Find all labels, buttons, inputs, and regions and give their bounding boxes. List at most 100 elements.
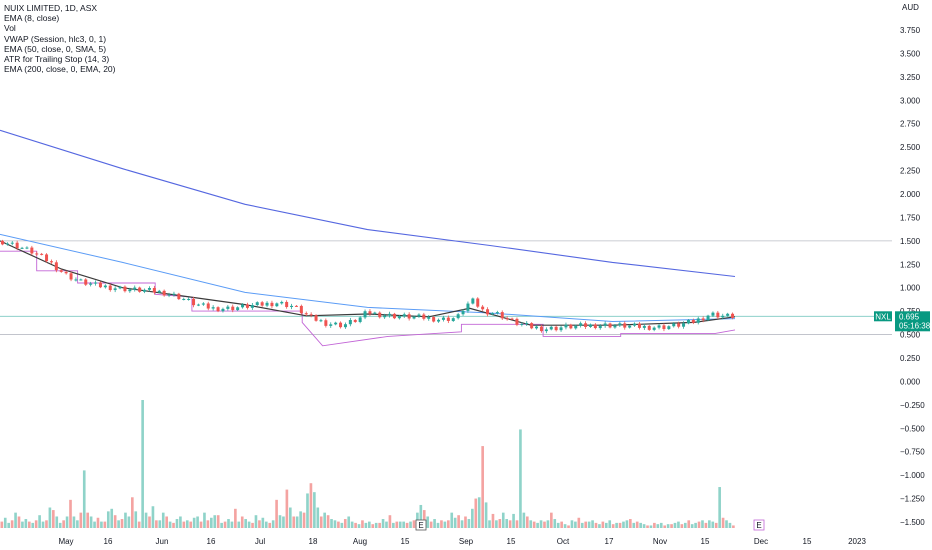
volume-bar — [137, 521, 141, 528]
volume-bar — [258, 520, 261, 528]
candle-body — [437, 319, 441, 322]
ema200-line — [0, 129, 736, 278]
symbol-label: NXL — [875, 312, 891, 321]
candle-body — [108, 285, 112, 291]
x-tick-label: Oct — [557, 537, 570, 546]
candle-body — [682, 323, 686, 327]
volume-bar — [106, 511, 110, 528]
candle-body — [5, 243, 9, 245]
candle-body — [564, 324, 568, 328]
volume-bar — [505, 519, 509, 528]
volume-bar — [522, 512, 526, 528]
volume-bar — [440, 520, 443, 528]
candle-body — [250, 305, 254, 308]
candle-body — [280, 301, 284, 304]
chart-title[interactable]: NUIX LIMITED, 1D, ASX — [4, 3, 98, 13]
volume-bar — [419, 504, 423, 528]
candle-body — [172, 293, 176, 295]
volume-bar — [450, 512, 454, 528]
legend-ema200[interactable]: EMA (200, close, 0, EMA, 20) — [4, 64, 116, 75]
symbol-tag — [874, 311, 892, 322]
candle-body — [667, 326, 671, 330]
candle-body — [103, 285, 107, 288]
volume-bar — [378, 522, 381, 528]
volume-bar — [536, 522, 539, 528]
candle-body — [123, 286, 127, 292]
volume-bar — [148, 516, 151, 528]
volume-bar — [471, 508, 474, 528]
candle-body — [432, 317, 436, 322]
volume-bar — [570, 520, 574, 528]
volume-bar — [247, 521, 251, 528]
candle-body — [388, 313, 392, 316]
x-tick-label: May — [58, 537, 73, 546]
candle-body — [299, 305, 303, 314]
candle-body — [520, 323, 524, 325]
volume-bar — [615, 522, 618, 528]
volume-bar — [484, 502, 488, 528]
x-tick-label: Sep — [459, 537, 474, 546]
candle-body — [535, 326, 539, 329]
candle-body — [584, 323, 588, 327]
candle-body — [490, 313, 494, 315]
candle-body — [500, 312, 504, 319]
candle-body — [89, 283, 93, 285]
candle-body — [353, 319, 357, 322]
legend-vwap[interactable]: VWAP (Session, hlc3, 0, 1) — [4, 33, 107, 44]
legend-ema50[interactable]: EMA (50, close, 0, SMA, 5) — [4, 43, 107, 54]
candle-body — [711, 312, 715, 316]
volume-bar — [182, 521, 186, 528]
volume-bar — [460, 520, 464, 528]
volume-bar — [560, 521, 563, 528]
candle-body — [397, 316, 401, 319]
volume-bar — [556, 522, 560, 528]
candle-body — [265, 302, 269, 306]
candle-body — [59, 270, 63, 272]
volume-bar — [179, 516, 182, 528]
volume-bar — [677, 521, 680, 528]
volume-bar — [591, 520, 594, 528]
chart-legend: NUIX LIMITED, 1D, ASX EMA (8, close) Vol… — [4, 3, 116, 74]
legend-atr[interactable]: ATR for Trailing Stop (14, 3) — [4, 54, 110, 65]
volume-bar — [282, 516, 285, 528]
volume-bar — [76, 520, 79, 528]
candle-body — [74, 279, 78, 281]
candle-body — [637, 323, 641, 328]
candle-body — [270, 302, 274, 307]
volume-bar — [488, 520, 491, 528]
volume-bar — [673, 522, 677, 528]
candle-body — [118, 286, 122, 289]
volume-bar — [395, 521, 399, 528]
volume-bar — [172, 522, 175, 528]
volume-bar — [553, 519, 557, 528]
y-tick-label: 1.500 — [900, 237, 921, 246]
candle-body — [373, 312, 377, 314]
legend-vol[interactable]: Vol — [4, 23, 16, 34]
price-axis — [892, 0, 932, 550]
candle-body — [231, 306, 235, 311]
candle-body — [510, 318, 514, 320]
candle-body — [206, 303, 210, 309]
volume-bar — [141, 400, 144, 528]
candle-body — [461, 310, 465, 315]
candle-body — [481, 306, 485, 310]
volume-bar — [464, 516, 467, 528]
volume-bar — [398, 521, 402, 528]
volume-bar — [234, 508, 237, 528]
volume-bar — [333, 520, 337, 528]
volume-bar — [622, 521, 625, 528]
volume-bar — [82, 470, 86, 528]
legend-ema8[interactable]: EMA (8, close) — [4, 13, 60, 24]
volume-bar — [374, 522, 378, 528]
candle-body — [10, 242, 14, 244]
volume-bar — [704, 522, 708, 528]
ema8-line — [0, 240, 736, 326]
volume-bar — [316, 507, 320, 528]
volume-bar — [323, 512, 326, 528]
x-tick-label: Dec — [754, 537, 768, 546]
candle-body — [593, 324, 597, 329]
volume-bar — [237, 521, 241, 528]
volume-bar — [584, 521, 588, 528]
volume-bar — [203, 512, 206, 528]
